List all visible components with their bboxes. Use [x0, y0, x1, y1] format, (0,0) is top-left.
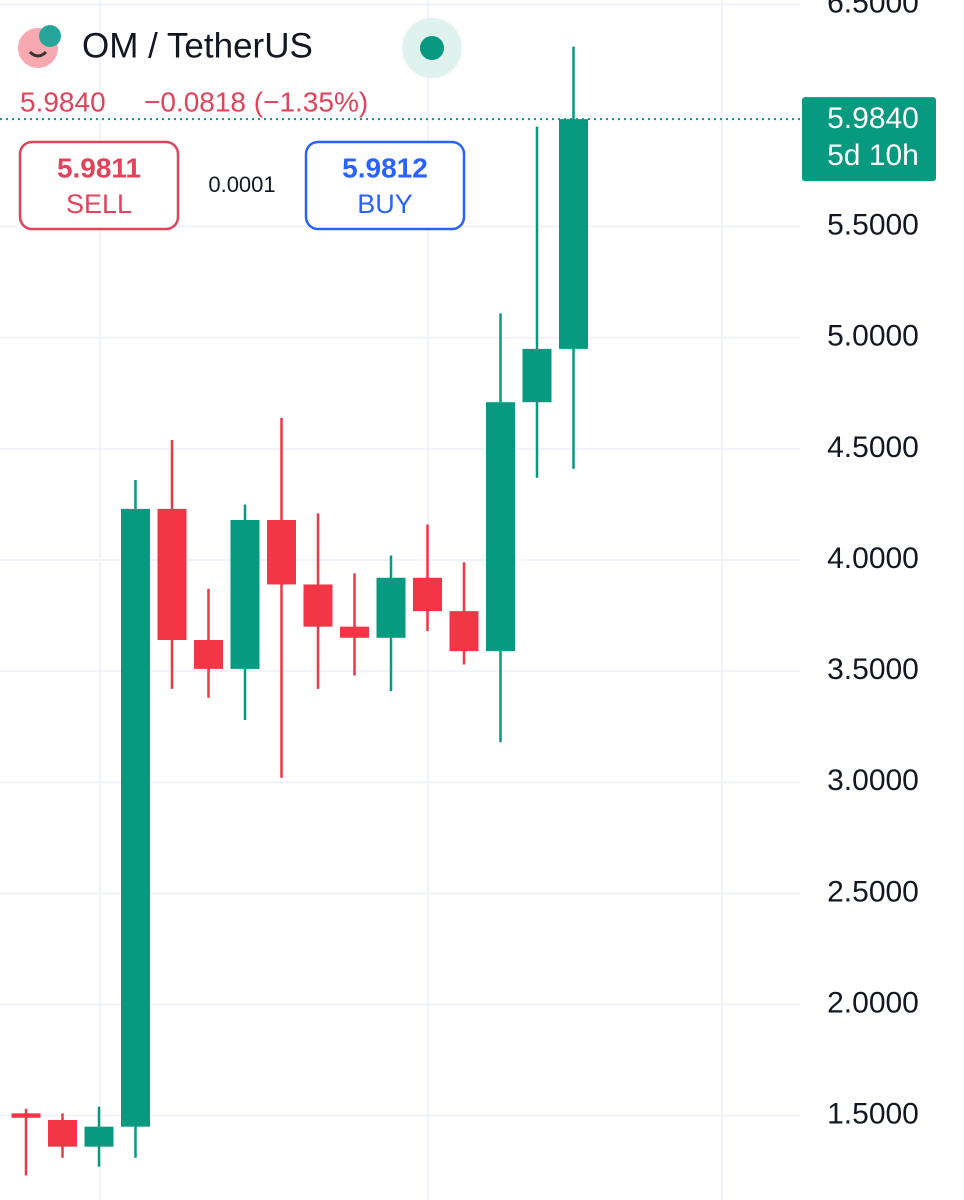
y-tick-label: 2.5000 — [827, 875, 919, 908]
candle-body — [121, 508, 150, 1127]
logo-face — [28, 50, 48, 58]
spread: 0.0001 — [208, 172, 275, 197]
candle-body — [340, 626, 369, 638]
logo-badge — [39, 25, 61, 47]
candle-body — [413, 577, 442, 612]
y-tick-label: 4.0000 — [827, 542, 919, 575]
candle-body — [486, 402, 515, 652]
buy-label: BUY — [357, 189, 413, 219]
candle-body — [267, 520, 296, 585]
price-tag — [802, 97, 936, 182]
price: 5.9840 — [20, 86, 106, 117]
candle-body — [449, 611, 479, 652]
price-change: −0.0818 (−1.35%) — [144, 86, 368, 117]
candle-body — [559, 119, 588, 349]
y-tick-label: 5.0000 — [827, 320, 919, 353]
symbol-title: OM / TetherUS — [82, 26, 313, 65]
y-tick-label: 3.5000 — [827, 653, 919, 686]
sell-price: 5.9811 — [57, 152, 141, 183]
y-tick-label: 3.0000 — [827, 764, 919, 797]
candle-body — [376, 577, 406, 638]
overlay: OM / TetherUS 5.9840 −0.0818 (−1.35%) 5.… — [18, 18, 466, 231]
price-tag-countdown: 5d 10h — [827, 139, 919, 172]
buy-button[interactable] — [304, 140, 466, 231]
sell-button[interactable] — [18, 140, 180, 231]
sell-label: SELL — [66, 189, 132, 219]
candle-body — [48, 1120, 77, 1147]
y-tick-label: 6.5000 — [827, 0, 919, 19]
buy-price: 5.9812 — [342, 152, 428, 183]
candle-body — [84, 1126, 114, 1147]
y-tick-label: 1.5000 — [827, 1097, 919, 1130]
candle-body — [194, 640, 223, 669]
candle-body — [11, 1113, 41, 1118]
candle-body — [230, 520, 260, 669]
price-tag-value: 5.9840 — [827, 102, 919, 135]
candle-body — [522, 348, 552, 403]
y-tick-label: 5.5000 — [827, 209, 919, 242]
y-tick-label: 2.0000 — [827, 986, 919, 1019]
candle-body — [303, 584, 333, 627]
status-dot — [420, 36, 444, 60]
plot — [0, 3, 800, 1176]
y-tick-label: 4.5000 — [827, 431, 919, 464]
candle-body — [157, 508, 187, 640]
